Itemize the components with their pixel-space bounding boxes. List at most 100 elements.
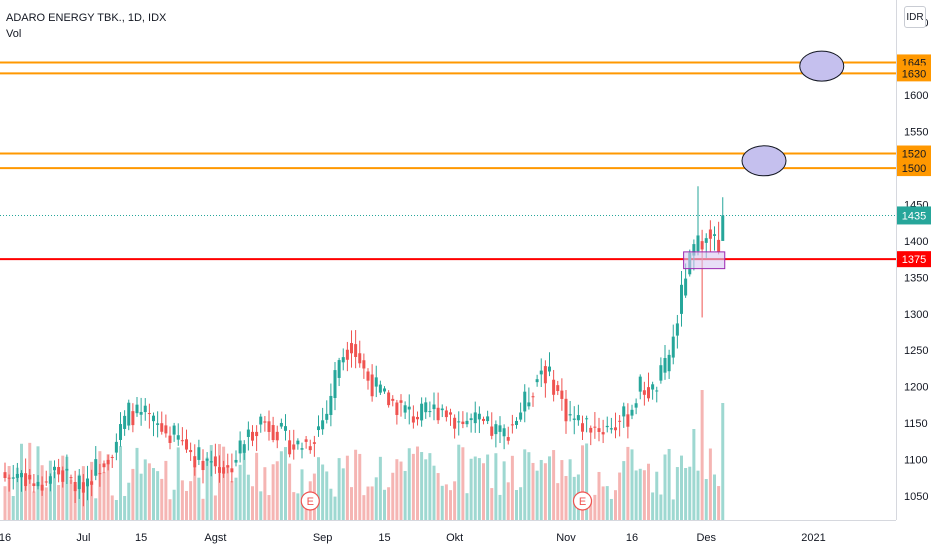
volume-bar [667, 448, 671, 520]
candle-body [15, 473, 19, 478]
candle-body [77, 475, 81, 490]
candle-body [667, 354, 671, 372]
candle-body [395, 402, 399, 415]
volume-bar [370, 486, 374, 520]
candle-body [601, 432, 605, 435]
range-box-annotation[interactable] [683, 251, 726, 270]
volume-bar [275, 461, 279, 520]
candle-body [713, 234, 716, 236]
volume-bar [502, 461, 506, 520]
volume-bar [383, 489, 386, 520]
price-level-tag[interactable] [897, 251, 931, 268]
volume-bar [634, 470, 638, 520]
volume-bar [143, 459, 147, 520]
candle-body [69, 477, 73, 479]
candle-body [515, 420, 518, 425]
volume-bar [490, 488, 494, 520]
earnings-event-marker[interactable] [572, 491, 593, 511]
candle-body [407, 406, 411, 410]
candle-body [197, 447, 201, 460]
candle-body [28, 474, 32, 480]
volume-bar [53, 471, 56, 520]
candle-body [94, 459, 98, 476]
last-price-tag[interactable] [897, 206, 931, 225]
volume-bar [168, 499, 172, 520]
candle-body [213, 456, 217, 467]
price-level-tag[interactable] [897, 160, 931, 177]
volume-bar [721, 403, 725, 520]
candle-body [589, 427, 593, 433]
volume-bar [61, 455, 65, 520]
candle-body [692, 244, 696, 256]
volume-bar [688, 466, 692, 520]
earnings-event-marker[interactable] [300, 491, 320, 511]
price-level-tag[interactable] [897, 145, 931, 162]
price-axis[interactable] [896, 0, 932, 550]
currency-button[interactable]: IDR [904, 6, 926, 28]
candle-body [279, 422, 283, 427]
volume-indicator-label[interactable]: Vol [6, 28, 22, 40]
ellipse-annotation[interactable] [741, 145, 787, 177]
candle-body [172, 425, 176, 435]
candle-body [271, 425, 275, 441]
candle-body [717, 239, 721, 252]
price-tick-label: 1250 [904, 345, 928, 357]
volume-bar [680, 455, 683, 520]
volume-bar [123, 495, 127, 520]
symbol-title[interactable]: ADARO ENERGY TBK., 1D, IDX [6, 12, 167, 24]
candle-body [494, 424, 498, 435]
time-tick-label: Agst [204, 532, 226, 544]
volume-bar [605, 486, 609, 520]
candle-body [341, 357, 345, 363]
volume-bar [651, 492, 655, 520]
candle-body [259, 416, 263, 425]
volume-bar [205, 457, 209, 520]
time-axis[interactable] [0, 521, 932, 550]
time-tick-label: 2021 [801, 532, 825, 544]
volume-bar [263, 467, 267, 520]
candle-body [576, 415, 580, 421]
time-tick-label: 15 [378, 532, 390, 544]
volume-bar [700, 390, 704, 520]
candle-body [238, 440, 242, 454]
candle-body [647, 387, 650, 399]
volume-bar [238, 464, 242, 520]
candle-body [383, 388, 386, 392]
candle-body [251, 431, 254, 441]
candle-body [176, 435, 180, 440]
volume-bar [692, 429, 696, 520]
volume-bar [593, 494, 597, 520]
candle-body [399, 400, 403, 403]
candle-body [284, 426, 287, 431]
ellipse-annotation[interactable] [799, 50, 845, 82]
volume-bar [411, 453, 415, 520]
volume-bar [255, 452, 259, 520]
volume-bar [601, 486, 605, 520]
volume-bar [609, 498, 613, 520]
candle-body [304, 439, 308, 442]
volume-bar [317, 457, 320, 520]
price-tick-label: 1400 [904, 236, 928, 248]
candle-body [350, 343, 353, 354]
volume-bar [655, 471, 659, 520]
volume-bar [638, 468, 642, 520]
candle-body [267, 421, 271, 432]
price-tick-label: 1100 [904, 455, 928, 467]
candle-body [428, 411, 432, 413]
volume-bar [3, 486, 7, 520]
candle-body [378, 384, 382, 393]
candle-body [506, 437, 510, 441]
candle-body [3, 472, 7, 478]
price-tick-label: 1600 [904, 90, 928, 102]
candle-body [230, 468, 234, 473]
price-level-tag[interactable] [897, 65, 931, 82]
volume-bar [498, 494, 502, 520]
volume-bar [395, 459, 399, 520]
candle-body [642, 390, 646, 395]
volume-bar [535, 470, 539, 520]
candle-body [135, 404, 139, 414]
candle-body [453, 417, 457, 429]
volume-bar [24, 475, 28, 520]
volume-bar [251, 486, 254, 520]
